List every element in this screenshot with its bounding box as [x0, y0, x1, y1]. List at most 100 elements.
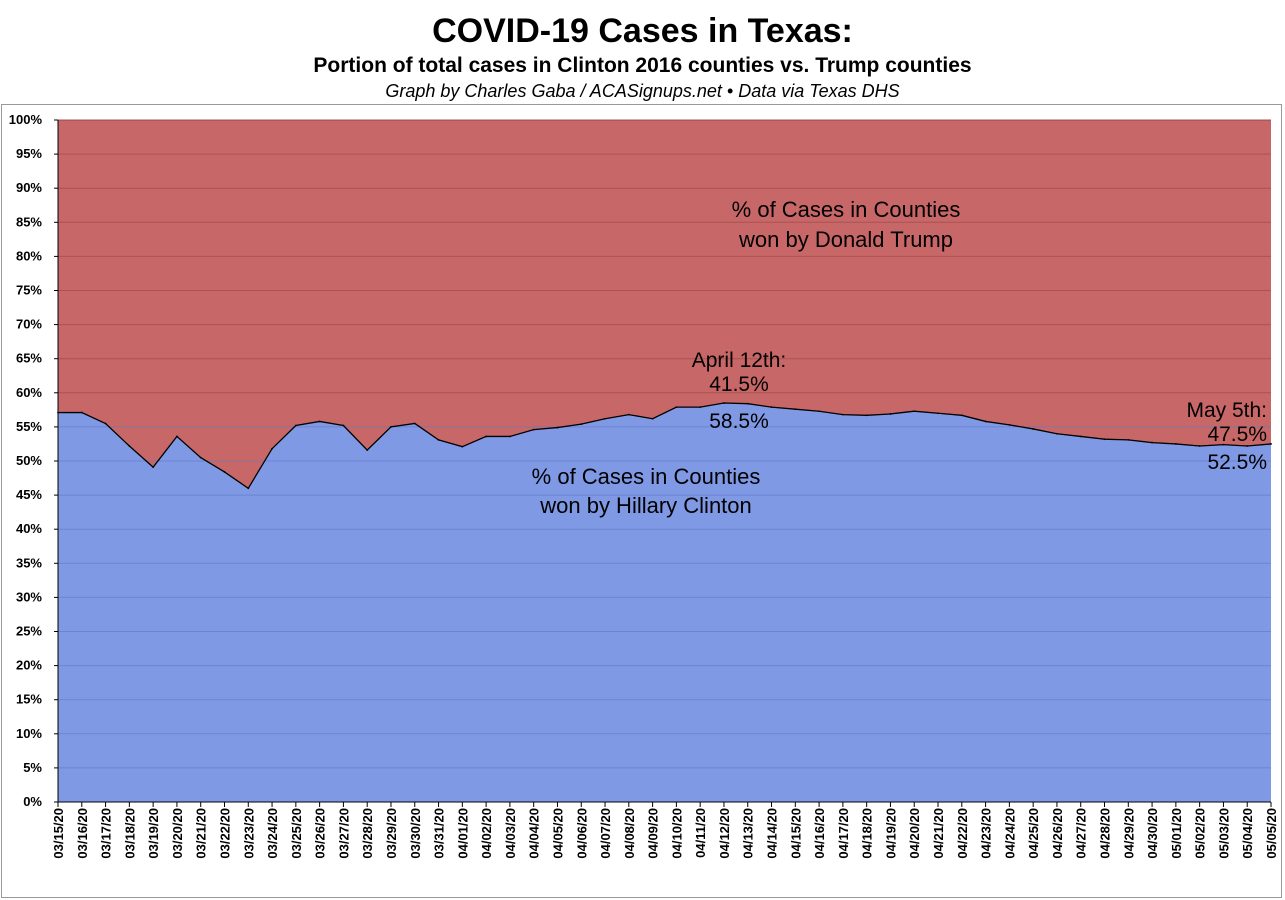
x-tick-label: 03/16/20 [75, 808, 90, 859]
data-point [937, 412, 939, 415]
x-tick-label: 04/01/20 [455, 808, 470, 859]
data-point [199, 456, 202, 459]
y-tick-label: 0% [23, 794, 42, 809]
x-tick-label: 04/17/20 [836, 808, 851, 859]
y-tick-label: 25% [16, 624, 42, 639]
x-tick-label: 03/29/20 [384, 808, 399, 859]
chart-subtitle: Portion of total cases in Clinton 2016 c… [313, 54, 972, 77]
x-tick-label: 03/27/20 [336, 808, 351, 859]
data-point [1198, 445, 1201, 447]
x-tick-label: 04/20/20 [907, 808, 922, 859]
y-tick-label: 55% [16, 419, 42, 434]
x-tick-label: 04/26/20 [1050, 808, 1065, 859]
x-tick-label: 04/23/20 [979, 808, 994, 859]
data-point [580, 423, 583, 426]
data-point [57, 411, 59, 414]
x-tick-label: 05/03/20 [1216, 808, 1231, 859]
y-tick-label: 65% [16, 351, 42, 366]
x-tick-label: 03/22/20 [217, 808, 232, 859]
x-tick-label: 05/04/20 [1240, 808, 1255, 859]
data-point [770, 406, 773, 409]
x-tick-label: 04/07/20 [598, 808, 613, 859]
april-annotation-title: April 12th: [692, 349, 787, 372]
data-point [461, 445, 464, 448]
x-tick-label: 04/06/20 [574, 808, 589, 859]
series-boundary-line [58, 402, 1272, 490]
data-point [294, 424, 297, 427]
april-trump-value: 41.5% [709, 373, 769, 396]
y-tick-label: 100% [9, 112, 43, 127]
data-point [604, 417, 606, 420]
x-tick-label: 04/14/20 [765, 808, 780, 859]
x-tick-label: 03/17/20 [99, 808, 114, 859]
data-point [984, 420, 987, 423]
x-tick-label: 04/10/20 [669, 808, 684, 859]
x-tick-label: 03/19/20 [146, 808, 161, 859]
data-point [746, 402, 749, 405]
data-point [794, 408, 797, 411]
clinton-area [58, 403, 1271, 802]
y-tick-label: 35% [16, 555, 42, 570]
x-tick-label: 04/12/20 [717, 808, 732, 859]
x-tick-label: 04/29/20 [1121, 808, 1136, 859]
x-tick-label: 03/26/20 [313, 808, 328, 859]
y-tick-label: 15% [16, 692, 42, 707]
data-point [1174, 443, 1177, 445]
y-tick-label: 90% [16, 180, 42, 195]
y-tick-label: 20% [16, 658, 42, 673]
x-tick-label: 04/08/20 [622, 808, 637, 859]
data-point [699, 406, 702, 409]
y-tick-label: 45% [16, 487, 42, 502]
x-tick-label: 03/28/20 [360, 808, 375, 859]
data-point [627, 413, 630, 416]
data-point [889, 413, 892, 415]
data-point [913, 410, 916, 413]
x-tick-label: 03/20/20 [170, 808, 185, 859]
x-tick-label: 04/11/20 [693, 808, 708, 858]
data-point [366, 449, 369, 451]
x-tick-label: 04/24/20 [1002, 808, 1017, 859]
data-point [485, 435, 488, 438]
may-trump-value: 47.5% [1207, 423, 1267, 446]
data-point [532, 428, 535, 431]
data-point [509, 435, 511, 438]
data-point [1103, 438, 1106, 441]
data-point [1008, 423, 1011, 426]
trump-area-label-line2: won by Donald Trump [738, 227, 953, 252]
clinton-area-label-line2: won by Hillary Clinton [539, 493, 752, 518]
data-point [342, 424, 345, 427]
x-tick-label: 03/25/20 [289, 808, 304, 859]
may-annotation-title: May 5th: [1186, 399, 1267, 422]
y-tick-label: 5% [23, 760, 42, 775]
x-tick-label: 04/19/20 [883, 808, 898, 859]
x-tick-label: 03/31/20 [432, 808, 447, 859]
data-point [723, 402, 725, 404]
x-tick-label: 04/15/20 [788, 808, 803, 859]
x-tick-label: 03/30/20 [408, 808, 423, 859]
data-point [104, 422, 107, 425]
data-point [1056, 432, 1058, 435]
chart-credit: Graph by Charles Gaba / ACASignups.net •… [385, 81, 900, 101]
x-tick-label: 04/22/20 [955, 808, 970, 859]
data-point [1151, 441, 1153, 444]
x-tick-label: 04/27/20 [1074, 808, 1089, 859]
x-tick-label: 03/15/20 [51, 808, 66, 859]
data-point [675, 406, 678, 409]
data-point [437, 438, 440, 441]
x-tick-label: 04/21/20 [931, 808, 946, 859]
data-point [1127, 438, 1130, 441]
x-tick-label: 04/03/20 [503, 808, 518, 859]
data-point [176, 435, 178, 438]
y-tick-label: 40% [16, 521, 42, 536]
x-tick-label: 03/23/20 [241, 808, 256, 859]
x-tick-label: 04/09/20 [646, 808, 661, 859]
x-tick-label: 04/16/20 [812, 808, 827, 859]
data-point [80, 411, 83, 414]
y-tick-label: 30% [16, 589, 42, 604]
data-point [841, 413, 844, 416]
data-point [318, 420, 321, 423]
data-point [651, 417, 654, 420]
data-point [152, 466, 155, 469]
data-point [1032, 428, 1035, 430]
